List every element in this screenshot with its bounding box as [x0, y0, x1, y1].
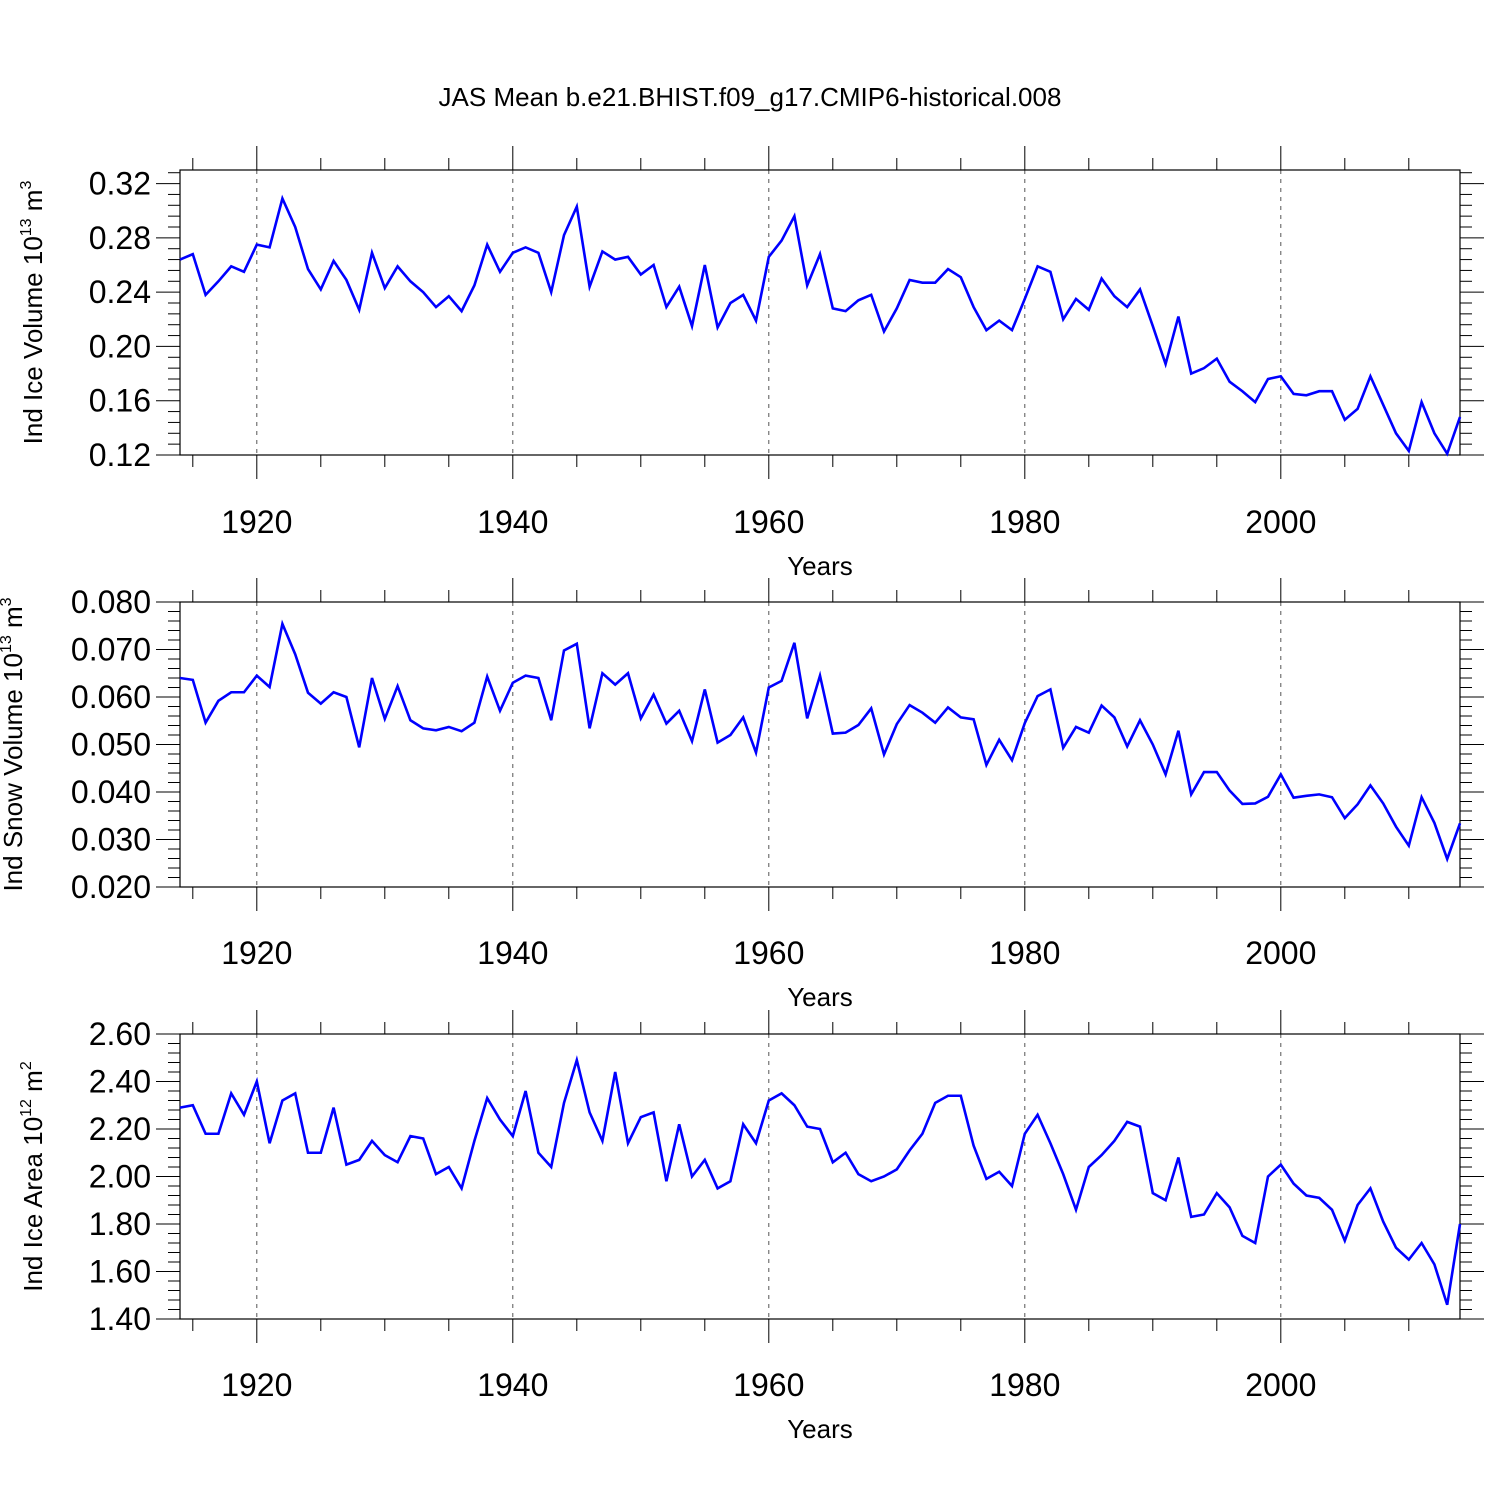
x-tick-label: 1940 [477, 504, 548, 540]
y-axis-label: Ind Snow Volume 1013 m3 [0, 597, 28, 891]
y-tick-label: 0.32 [89, 166, 151, 202]
plot-frame [179, 601, 1461, 888]
series-line [179, 1055, 1462, 1306]
x-tick-label: 2000 [1245, 504, 1316, 540]
y-tick-label: 1.60 [89, 1254, 151, 1290]
chart-panel-3: 1.40 1.60 1.80 2.00 2.20 2.40 2.60 1920 1940 1960… [18, 1010, 1484, 1444]
y-tick-label: 0.12 [89, 437, 151, 473]
y-tick-label: 0.060 [71, 679, 151, 715]
y-tick-label: 2.40 [89, 1064, 151, 1100]
y-tick-label: 0.020 [71, 869, 151, 905]
x-axis-label: Years [787, 982, 853, 1012]
y-tick-label: 0.16 [89, 383, 151, 419]
y-tick-label: 0.24 [89, 274, 151, 310]
y-tick-label: 0.030 [71, 822, 151, 858]
x-tick-label: 2000 [1245, 1367, 1316, 1403]
x-tick-label: 1920 [221, 504, 292, 540]
x-tick-label: 1960 [733, 504, 804, 540]
y-tick-label: 0.050 [71, 727, 151, 763]
y-tick-label: 0.080 [71, 584, 151, 620]
y-tick-label: 1.80 [89, 1206, 151, 1242]
x-axis-label: Years [787, 551, 853, 581]
x-tick-label: 1980 [989, 504, 1060, 540]
x-tick-label: 2000 [1245, 935, 1316, 971]
plot-frame [179, 169, 1461, 456]
y-tick-label: 2.60 [89, 1016, 151, 1052]
x-tick-label: 1980 [989, 935, 1060, 971]
y-axis-label: Ind Ice Area 1012 m2 [18, 1061, 48, 1292]
y-tick-label: 0.040 [71, 774, 151, 810]
x-tick-label: 1920 [221, 1367, 292, 1403]
x-tick-label: 1920 [221, 935, 292, 971]
x-tick-label: 1960 [733, 935, 804, 971]
x-axis-label: Years [787, 1414, 853, 1444]
chart-panel-1: 0.12 0.16 0.20 0.24 0.28 0.32 1920 1940 1960 1980… [18, 146, 1484, 581]
y-tick-label: 2.20 [89, 1111, 151, 1147]
x-tick-label: 1960 [733, 1367, 804, 1403]
y-tick-label: 0.070 [71, 632, 151, 668]
series-line [179, 619, 1462, 863]
chart-panel-2: 0.020 0.030 0.040 0.050 0.060 0.070 0.080 1920 1… [0, 578, 1484, 1012]
y-tick-label: 0.28 [89, 220, 151, 256]
y-tick-label: 0.20 [89, 328, 151, 364]
y-tick-label: 1.40 [89, 1301, 151, 1337]
chart-title: JAS Mean b.e21.BHIST.f09_g17.CMIP6-histo… [439, 82, 1062, 112]
y-axis-label: Ind Ice Volume 1013 m3 [18, 181, 48, 445]
y-tick-label: 2.00 [89, 1159, 151, 1195]
x-tick-label: 1940 [477, 1367, 548, 1403]
series-line [179, 194, 1462, 457]
x-tick-label: 1980 [989, 1367, 1060, 1403]
x-tick-label: 1940 [477, 935, 548, 971]
